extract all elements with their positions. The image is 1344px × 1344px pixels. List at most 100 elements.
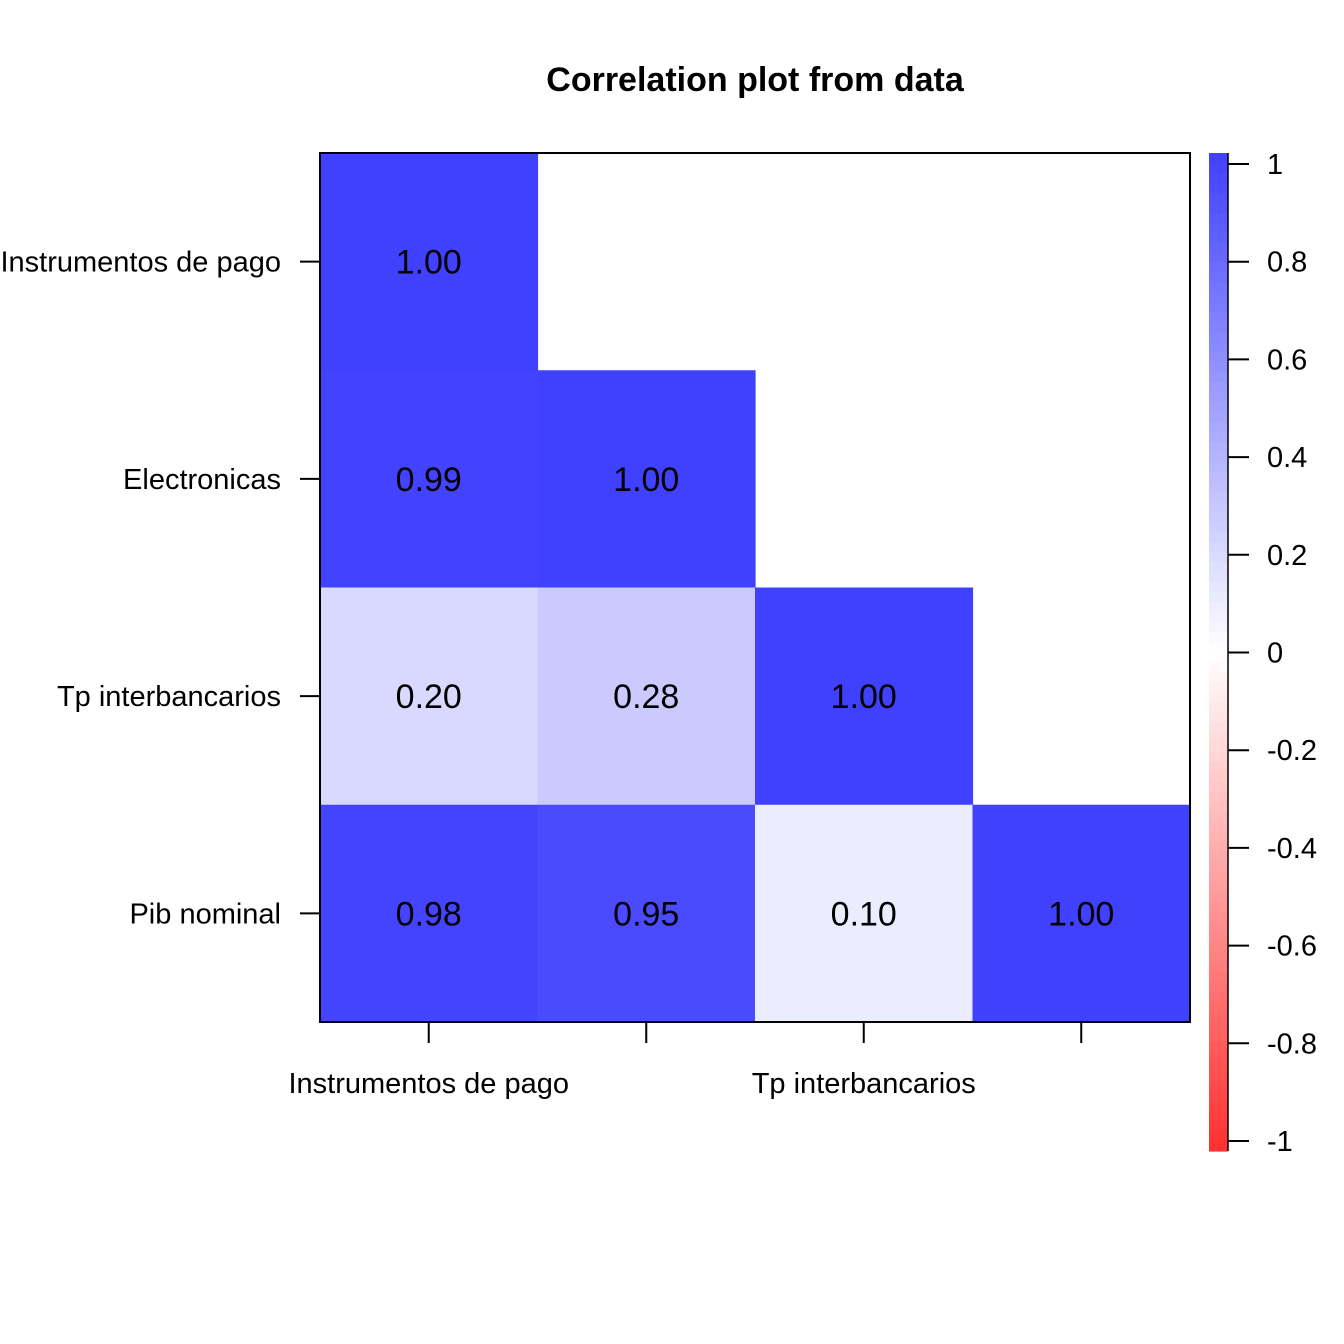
x-tick-label: Instrumentos de pago [288,1068,569,1100]
colorbar-segment [1209,771,1228,783]
colorbar-segment [1209,981,1228,992]
colorbar-tick-label: -1 [1267,1126,1293,1158]
colorbar-segment [1209,811,1228,823]
colorbar-segment [1209,761,1228,773]
colorbar-segment [1209,671,1228,683]
colorbar-tick-label: 1 [1267,149,1283,181]
colorbar-segment [1209,542,1228,553]
colorbar-segment [1209,342,1228,354]
colorbar-segment [1209,252,1228,264]
colorbar-segment [1209,242,1228,254]
colorbar-segment [1209,322,1228,334]
colorbar-segment [1209,272,1228,284]
heatmap-cell [755,804,974,1023]
colorbar-segment [1209,881,1228,893]
colorbar-segment [1209,562,1228,573]
colorbar-segment [1209,382,1228,394]
colorbar-segment [1209,582,1228,593]
colorbar-segment [1209,442,1228,453]
colorbar-segment [1209,212,1228,224]
colorbar-segment [1209,572,1228,583]
heatmap-cell [320,587,539,806]
colorbar-segment [1209,901,1228,913]
colorbar-segment [1209,751,1228,763]
y-tick-label: Tp interbancarios [57,681,281,713]
colorbar: 1 0.8 0.6 0.4 0.2 0 -0.2 -0.4 -0.6 -0.8 -1 [1209,149,1317,1158]
colorbar-segment [1209,642,1228,653]
y-tick-label: Pib nominal [129,898,281,930]
cell-value-label: 0.95 [613,895,679,933]
colorbar-segment [1209,172,1228,184]
colorbar-segment [1209,512,1228,523]
y-axis: Instrumentos de pago Electronicas Tp inter… [0,247,320,930]
colorbar-segment [1209,871,1228,883]
cell-value-label: 0.10 [831,895,897,933]
colorbar-segment [1209,262,1228,274]
colorbar-segment [1209,1001,1228,1012]
colorbar-tick-label: 0 [1267,638,1283,670]
cell-value-label: 0.98 [396,895,462,933]
colorbar-tick-label: 0.4 [1267,442,1307,474]
colorbar-segment [1209,1081,1228,1092]
colorbar-segment [1209,232,1228,244]
x-tick-label: Tp interbancarios [752,1068,976,1100]
colorbar-segment [1209,452,1228,463]
colorbar-segment [1209,352,1228,364]
heatmap-cell [537,370,756,589]
colorbar-segment [1209,632,1228,643]
colorbar-segment [1209,422,1228,434]
colorbar-segment [1209,791,1228,803]
colorbar-segment [1209,921,1228,933]
colorbar-segment [1209,362,1228,374]
colorbar-segment [1209,1141,1228,1152]
cell-value-label: 1.00 [1048,895,1114,933]
colorbar-segment [1209,222,1228,234]
heatmap-cell [537,804,756,1023]
colorbar-segment [1209,941,1228,952]
colorbar-segment [1209,482,1228,493]
colorbar-segment [1209,402,1228,414]
colorbar-segment [1209,711,1228,723]
heatmap-cell [755,587,974,806]
colorbar-segment [1209,182,1228,194]
colorbar-segment [1209,192,1228,204]
colorbar-segment [1209,332,1228,344]
colorbar-segment [1209,731,1228,743]
colorbar-segment [1209,741,1228,753]
colorbar-segment [1209,1011,1228,1022]
colorbar-segment [1209,432,1228,444]
colorbar-segment [1209,1121,1228,1132]
colorbar-segment [1209,691,1228,703]
heatmap-cells: 1.00 0.99 1.00 0.20 0.28 1.00 0.98 0.95 0.10 1.00 [320,153,1191,1023]
colorbar-tick-label: -0.4 [1267,833,1317,865]
colorbar-segment [1209,282,1228,294]
colorbar-segment [1209,1041,1228,1052]
colorbar-segment [1209,821,1228,833]
colorbar-segment [1209,312,1228,324]
colorbar-segment [1209,1101,1228,1112]
colorbar-segment [1209,661,1228,673]
colorbar-segment [1209,951,1228,962]
colorbar-segment [1209,841,1228,853]
colorbar-segment [1209,592,1228,603]
colorbar-segment [1209,831,1228,843]
colorbar-segment [1209,801,1228,813]
colorbar-segment [1209,1051,1228,1062]
plot-frame [319,152,1191,1023]
heatmap-cell [972,804,1191,1023]
heatmap-cell [320,370,539,589]
colorbar-segment [1209,652,1228,663]
cell-value-label: 0.20 [396,678,462,716]
colorbar-segment [1209,851,1228,863]
colorbar-segment [1209,412,1228,424]
colorbar-segment [1209,472,1228,483]
cell-value-label: 0.28 [613,678,679,716]
colorbar-tick-label: 0.6 [1267,344,1307,376]
colorbar-segment [1209,891,1228,903]
colorbar-segment [1209,502,1228,513]
colorbar-segment [1209,861,1228,873]
colorbar-tick-label: -0.2 [1267,735,1317,767]
colorbar-tick-label: -0.8 [1267,1028,1317,1060]
heatmap-cell [537,587,756,806]
